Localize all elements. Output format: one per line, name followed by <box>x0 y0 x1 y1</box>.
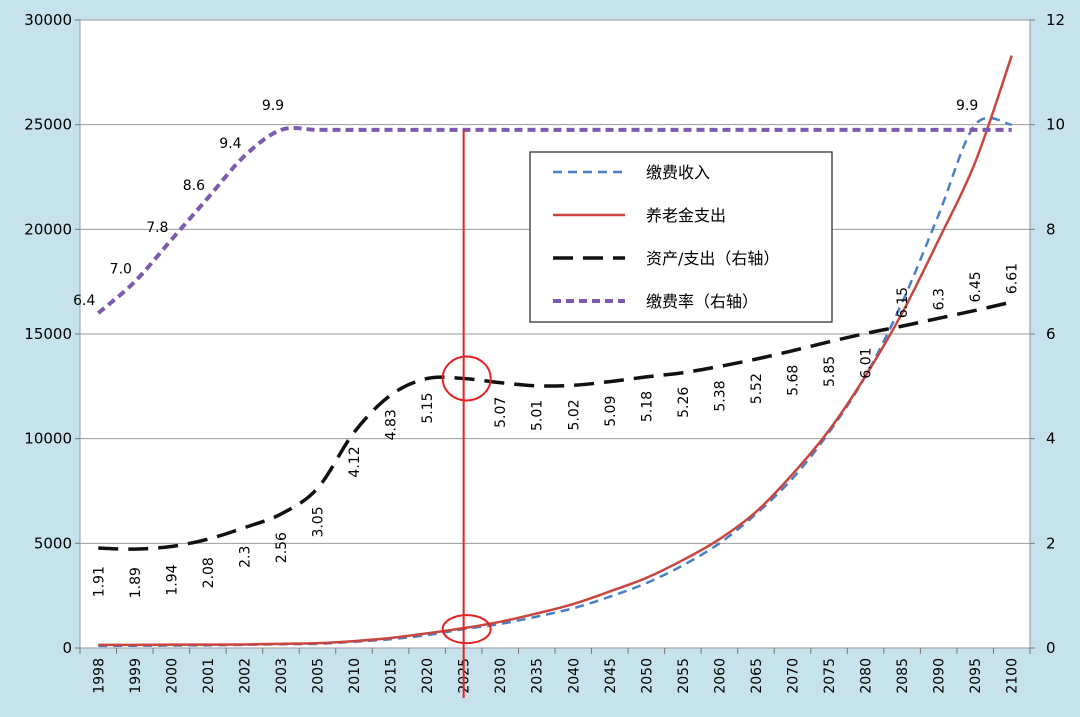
x-tick-label: 2040 <box>566 658 582 694</box>
data-label: 6.01 <box>859 347 875 378</box>
data-label: 5.85 <box>822 356 838 387</box>
data-label: 4.12 <box>347 446 363 477</box>
x-tick-label: 2005 <box>311 658 327 694</box>
data-label: 5.68 <box>786 365 802 396</box>
data-label: 6.3 <box>932 288 948 310</box>
x-tick-label: 2003 <box>274 658 290 694</box>
x-tick-label: 2015 <box>384 658 400 694</box>
x-tick-label: 2000 <box>164 658 180 694</box>
x-tick-label: 2050 <box>639 658 655 694</box>
x-tick-label: 2095 <box>968 658 984 694</box>
data-label: 5.26 <box>676 387 692 418</box>
legend-label: 资产/支出（右轴） <box>646 249 779 268</box>
y2-tick-label: 4 <box>1046 430 1056 448</box>
data-label: 5.38 <box>712 380 728 411</box>
data-label: 5.01 <box>530 400 546 431</box>
y-tick-label: 30000 <box>24 11 72 29</box>
data-label: 5.09 <box>603 396 619 427</box>
data-label: 1.91 <box>91 566 107 597</box>
data-label: 1.94 <box>164 564 180 595</box>
data-label: 7.0 <box>110 262 132 278</box>
y-tick-label: 10000 <box>24 430 72 448</box>
x-tick-label: 2035 <box>530 658 546 694</box>
x-tick-label: 2055 <box>676 658 692 694</box>
x-tick-label: 2001 <box>201 658 217 694</box>
data-label: 5.18 <box>639 391 655 422</box>
x-tick-label: 2080 <box>859 658 875 694</box>
y2-tick-label: 8 <box>1046 220 1056 238</box>
highlight-circle <box>441 355 492 402</box>
x-tick-label: 2065 <box>749 658 765 694</box>
data-label: 8.6 <box>183 178 205 194</box>
series-line <box>98 55 1013 647</box>
data-label: 5.07 <box>493 397 509 428</box>
data-label: 6.45 <box>968 271 984 302</box>
x-tick-label: 2085 <box>895 658 911 694</box>
data-labels: 1.91 1.89 1.94 2.08 2.3 2.56 3.05 4.12 4.83 5.15 5… <box>73 98 1021 598</box>
x-tick-label: 2010 <box>347 658 363 694</box>
data-label: 1.89 <box>128 567 144 598</box>
data-label: 5.02 <box>566 399 582 430</box>
x-axis-ticks: 1998 1999 2000 2001 2002 2003 2005 2010 2015 2020… <box>79 648 1031 694</box>
x-tick-label: 2070 <box>786 658 802 694</box>
legend-box <box>529 151 833 323</box>
data-label: 5.15 <box>420 392 436 423</box>
y2-tick-label: 2 <box>1046 534 1056 552</box>
data-label: 7.8 <box>146 220 168 236</box>
legend-label: 养老金支出 <box>646 206 726 225</box>
series-layer <box>96 55 1013 648</box>
data-label: 6.15 <box>895 287 911 318</box>
right-axis-ticks: 0 2 4 6 8 10 12 <box>1030 11 1065 657</box>
gridlines <box>80 124 1030 544</box>
legend-label: 缴费率（右轴） <box>646 292 758 311</box>
y2-tick-label: 12 <box>1046 11 1065 29</box>
data-label: 9.9 <box>956 98 978 114</box>
y-tick-label: 5000 <box>34 534 72 552</box>
x-tick-label: 2002 <box>237 658 253 694</box>
annotations <box>441 129 492 698</box>
data-label: 2.3 <box>237 546 253 568</box>
data-label: 9.4 <box>219 136 241 152</box>
x-tick-label: 2060 <box>712 658 728 694</box>
x-tick-label: 2045 <box>603 658 619 694</box>
series-line <box>98 300 1013 551</box>
x-tick-label: 1998 <box>91 658 107 694</box>
highlight-circle <box>441 614 492 645</box>
y-tick-label: 20000 <box>24 220 72 238</box>
x-tick-label: 1999 <box>128 658 144 694</box>
series-line <box>96 125 1012 315</box>
y2-tick-label: 0 <box>1046 639 1056 657</box>
data-label: 3.05 <box>311 506 327 537</box>
x-tick-label: 2020 <box>420 658 436 694</box>
data-label: 6.61 <box>1005 263 1021 294</box>
x-tick-label: 2090 <box>932 658 948 694</box>
y-tick-label: 25000 <box>24 116 72 134</box>
x-tick-label: 2100 <box>1005 658 1021 694</box>
left-axis-ticks: 0 5000 10000 15000 20000 25000 30000 <box>24 11 80 657</box>
data-label: 4.83 <box>384 409 400 440</box>
data-label: 2.56 <box>274 532 290 563</box>
data-label: 5.52 <box>749 373 765 404</box>
y-tick-label: 15000 <box>24 325 72 343</box>
x-tick-label: 2030 <box>493 658 509 694</box>
y2-tick-label: 10 <box>1046 116 1065 134</box>
data-label: 9.9 <box>262 98 284 114</box>
data-label: 6.4 <box>73 293 95 309</box>
legend-label: 缴费收入 <box>646 163 710 182</box>
y2-tick-label: 6 <box>1046 325 1056 343</box>
x-tick-label: 2075 <box>822 658 838 694</box>
data-label: 2.08 <box>201 557 217 588</box>
y-tick-label: 0 <box>62 639 72 657</box>
